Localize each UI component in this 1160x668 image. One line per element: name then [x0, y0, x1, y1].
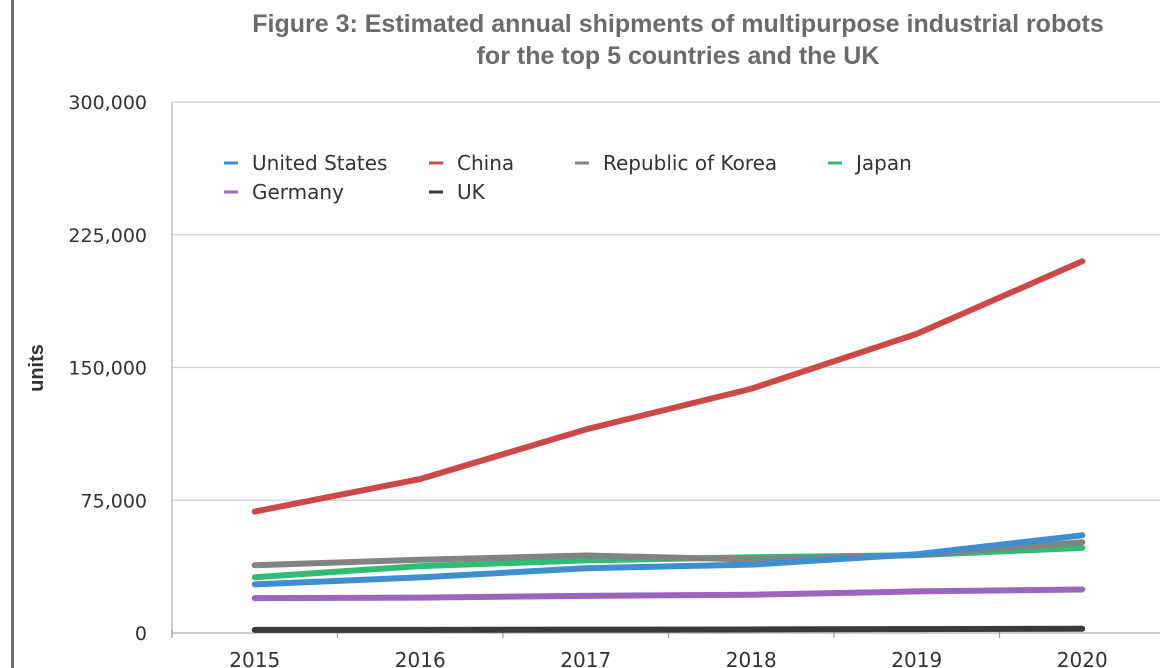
- axes: 0 75,000 150,000 225,000 300,000 2015 2016 2017…: [68, 92, 1160, 668]
- series-lines: [251, 258, 1086, 633]
- legend-label-japan: Japan: [854, 151, 912, 175]
- chart-subtitle: for the top 5 countries and the UK: [477, 42, 880, 70]
- legend-label-china: China: [457, 151, 514, 175]
- legend-label-uk: UK: [457, 180, 486, 204]
- x-tick-label: 2019: [891, 648, 942, 668]
- y-tick-label: 225,000: [68, 225, 147, 247]
- x-tick-label: 2018: [726, 648, 777, 668]
- chart-frame: Figure 3: Estimated annual shipments of …: [11, 0, 1160, 668]
- y-tick-label: 75,000: [81, 490, 147, 512]
- x-tick-label: 2015: [229, 648, 280, 668]
- x-tick-label: 2017: [560, 648, 611, 668]
- y-tick-label: 0: [135, 623, 147, 645]
- y-tick-label: 300,000: [68, 92, 147, 114]
- x-tick-label: 2016: [395, 648, 446, 668]
- series-line-germany: [251, 586, 1086, 602]
- line-chart: Figure 3: Estimated annual shipments of …: [26, 10, 1160, 668]
- legend-label-united-states: United States: [252, 151, 387, 175]
- legend-label-republic-of-korea: Republic of Korea: [603, 151, 777, 175]
- chart-title: Figure 3: Estimated annual shipments of …: [252, 10, 1103, 38]
- y-tick-label: 150,000: [68, 358, 147, 380]
- legend-label-germany: Germany: [252, 180, 344, 204]
- series-line-united-states: [251, 532, 1086, 588]
- legend: United States China Republic of Korea Japan…: [224, 151, 912, 204]
- series-line-china: [251, 258, 1086, 515]
- x-tick-label: 2020: [1057, 648, 1108, 668]
- series-line-uk: [251, 625, 1086, 633]
- gridlines: [172, 101, 1160, 501]
- y-axis-label: units: [26, 344, 48, 392]
